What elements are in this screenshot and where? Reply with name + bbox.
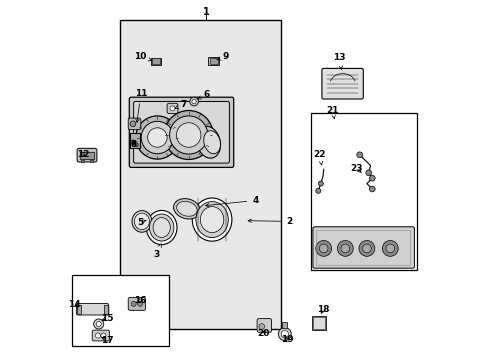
Text: 12: 12: [77, 150, 89, 159]
Circle shape: [134, 143, 138, 147]
FancyBboxPatch shape: [151, 58, 161, 65]
FancyBboxPatch shape: [310, 113, 416, 270]
Circle shape: [315, 188, 320, 193]
FancyBboxPatch shape: [208, 57, 219, 65]
Circle shape: [362, 244, 370, 253]
FancyBboxPatch shape: [76, 303, 108, 315]
Circle shape: [189, 97, 198, 106]
Circle shape: [94, 319, 103, 329]
Text: 23: 23: [349, 164, 362, 173]
Text: 17: 17: [101, 336, 113, 345]
Text: 21: 21: [326, 107, 338, 119]
Ellipse shape: [196, 202, 228, 238]
Text: 13: 13: [332, 53, 345, 69]
FancyBboxPatch shape: [92, 330, 109, 341]
Circle shape: [164, 111, 213, 159]
Text: 14: 14: [68, 300, 81, 309]
Text: 2: 2: [247, 217, 292, 226]
Circle shape: [136, 116, 179, 159]
FancyBboxPatch shape: [167, 103, 178, 113]
Text: 16: 16: [134, 296, 146, 305]
FancyBboxPatch shape: [120, 20, 280, 329]
Circle shape: [101, 333, 106, 338]
Circle shape: [368, 186, 374, 192]
FancyBboxPatch shape: [128, 297, 145, 310]
FancyBboxPatch shape: [130, 133, 140, 148]
Ellipse shape: [192, 198, 231, 241]
Circle shape: [382, 240, 397, 256]
Circle shape: [169, 116, 207, 154]
FancyBboxPatch shape: [313, 317, 324, 329]
FancyBboxPatch shape: [81, 160, 84, 162]
Ellipse shape: [200, 207, 224, 233]
Circle shape: [278, 328, 291, 341]
Ellipse shape: [146, 210, 177, 245]
Ellipse shape: [132, 211, 151, 232]
Ellipse shape: [203, 131, 220, 154]
Text: 4: 4: [205, 196, 258, 207]
Circle shape: [176, 123, 201, 147]
Text: 7: 7: [175, 100, 187, 109]
Circle shape: [340, 244, 349, 253]
FancyBboxPatch shape: [257, 319, 271, 332]
FancyBboxPatch shape: [209, 58, 218, 64]
Circle shape: [130, 121, 136, 127]
Text: 5: 5: [137, 217, 146, 227]
Text: 18: 18: [317, 305, 329, 314]
FancyBboxPatch shape: [129, 97, 233, 167]
FancyBboxPatch shape: [282, 322, 287, 328]
Text: 8: 8: [130, 140, 137, 149]
FancyBboxPatch shape: [77, 305, 81, 314]
FancyBboxPatch shape: [321, 68, 363, 99]
Text: 6: 6: [198, 90, 209, 99]
Ellipse shape: [176, 201, 197, 216]
Circle shape: [130, 140, 135, 144]
Circle shape: [141, 121, 173, 154]
Circle shape: [258, 324, 264, 329]
Ellipse shape: [173, 199, 200, 219]
Ellipse shape: [196, 126, 220, 158]
Circle shape: [315, 240, 331, 256]
Circle shape: [192, 99, 196, 104]
Ellipse shape: [153, 217, 170, 238]
Circle shape: [95, 333, 101, 338]
FancyBboxPatch shape: [104, 305, 107, 314]
FancyBboxPatch shape: [89, 160, 92, 162]
Circle shape: [385, 244, 394, 253]
Circle shape: [170, 106, 175, 111]
Text: 20: 20: [257, 329, 269, 338]
Text: 9: 9: [217, 53, 228, 62]
Text: 19: 19: [280, 335, 293, 344]
FancyBboxPatch shape: [128, 118, 141, 130]
Text: 15: 15: [101, 314, 114, 323]
Circle shape: [131, 301, 136, 306]
Ellipse shape: [149, 214, 174, 241]
Circle shape: [358, 240, 374, 256]
Text: 22: 22: [312, 150, 325, 165]
Circle shape: [147, 128, 167, 147]
Circle shape: [368, 175, 374, 181]
Text: 11: 11: [134, 89, 147, 122]
FancyBboxPatch shape: [312, 227, 413, 268]
Ellipse shape: [134, 213, 149, 230]
Circle shape: [318, 181, 323, 186]
FancyBboxPatch shape: [311, 316, 325, 330]
Circle shape: [365, 170, 371, 176]
Circle shape: [137, 301, 142, 306]
Text: 1: 1: [202, 6, 209, 17]
Circle shape: [319, 244, 327, 253]
Circle shape: [337, 240, 352, 256]
Circle shape: [356, 152, 362, 158]
FancyBboxPatch shape: [133, 102, 229, 163]
Text: 10: 10: [134, 52, 152, 61]
FancyBboxPatch shape: [80, 152, 94, 159]
Text: 3: 3: [153, 244, 161, 259]
Circle shape: [96, 321, 101, 327]
FancyBboxPatch shape: [77, 148, 97, 162]
Circle shape: [281, 330, 288, 338]
FancyBboxPatch shape: [72, 275, 168, 346]
FancyBboxPatch shape: [152, 58, 160, 64]
